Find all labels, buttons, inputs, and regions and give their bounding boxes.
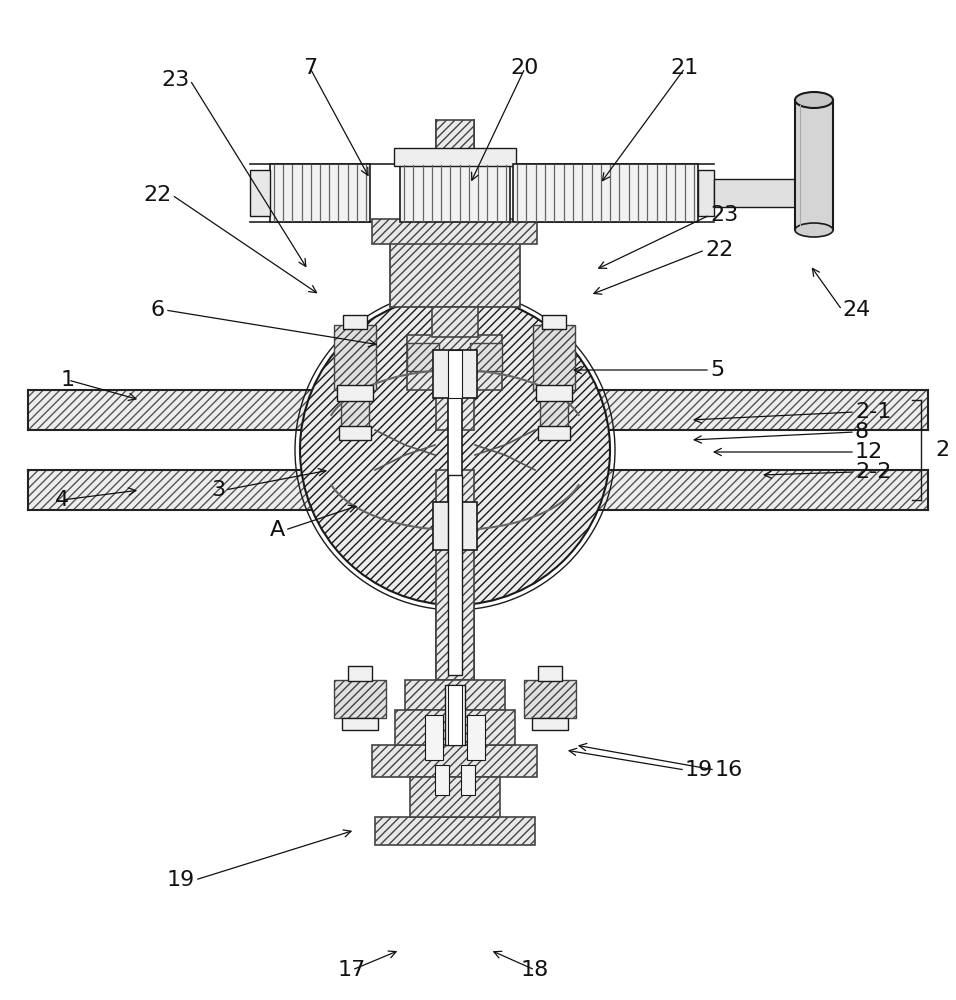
- Text: 19: 19: [166, 870, 195, 890]
- Bar: [524, 680, 576, 718]
- Bar: [533, 325, 576, 390]
- Text: 18: 18: [521, 960, 549, 980]
- Bar: [448, 685, 462, 745]
- Bar: [536, 385, 573, 401]
- Bar: [394, 148, 516, 166]
- Text: 1: 1: [61, 370, 76, 390]
- Bar: [339, 426, 372, 440]
- Bar: [270, 164, 370, 222]
- Text: 12: 12: [855, 442, 883, 462]
- Bar: [461, 765, 475, 795]
- Bar: [795, 100, 833, 230]
- Bar: [432, 307, 478, 337]
- Text: 21: 21: [671, 58, 699, 78]
- Text: 2-1: 2-1: [855, 402, 891, 422]
- Bar: [436, 470, 474, 680]
- Bar: [405, 680, 505, 710]
- Text: 20: 20: [511, 58, 539, 78]
- Bar: [250, 170, 270, 216]
- Bar: [400, 164, 510, 222]
- Bar: [335, 325, 377, 390]
- Text: 16: 16: [715, 760, 743, 780]
- Text: 6: 6: [151, 300, 165, 320]
- Bar: [407, 335, 503, 390]
- Bar: [395, 710, 515, 745]
- Bar: [375, 817, 535, 845]
- Bar: [433, 350, 477, 398]
- Bar: [538, 666, 562, 681]
- Bar: [348, 666, 372, 681]
- Bar: [538, 426, 571, 440]
- Text: 7: 7: [303, 58, 317, 78]
- Bar: [390, 239, 520, 307]
- Text: 23: 23: [162, 70, 190, 90]
- Text: A: A: [270, 520, 285, 540]
- Bar: [542, 315, 567, 329]
- Bar: [448, 390, 462, 510]
- Text: 5: 5: [710, 360, 725, 380]
- Text: 4: 4: [54, 490, 69, 510]
- Bar: [410, 777, 500, 817]
- Bar: [436, 120, 474, 430]
- Bar: [425, 715, 443, 760]
- Bar: [435, 765, 449, 795]
- Bar: [341, 398, 370, 428]
- Bar: [28, 390, 928, 430]
- Bar: [448, 350, 462, 398]
- Bar: [373, 219, 537, 244]
- Text: 2: 2: [935, 440, 949, 460]
- Text: 23: 23: [710, 205, 738, 225]
- Bar: [445, 685, 465, 745]
- Bar: [407, 343, 440, 371]
- Bar: [373, 745, 537, 777]
- Text: 22: 22: [705, 240, 733, 260]
- Text: 22: 22: [143, 185, 172, 205]
- Bar: [342, 718, 378, 730]
- Text: 2-2: 2-2: [855, 462, 891, 482]
- Bar: [337, 385, 374, 401]
- Ellipse shape: [300, 295, 610, 605]
- Bar: [698, 170, 714, 216]
- Text: 17: 17: [337, 960, 366, 980]
- Bar: [448, 502, 462, 550]
- Ellipse shape: [795, 92, 833, 108]
- Bar: [334, 680, 386, 718]
- Bar: [28, 470, 928, 510]
- Bar: [470, 343, 503, 371]
- Bar: [714, 179, 795, 207]
- Bar: [343, 315, 367, 329]
- Bar: [513, 164, 698, 222]
- Bar: [540, 398, 569, 428]
- Bar: [448, 475, 462, 675]
- Text: 19: 19: [685, 760, 713, 780]
- Text: 3: 3: [211, 480, 225, 500]
- Bar: [433, 502, 477, 550]
- Text: 8: 8: [855, 422, 869, 442]
- Bar: [532, 718, 568, 730]
- Bar: [467, 715, 485, 760]
- Ellipse shape: [795, 223, 833, 237]
- Text: 24: 24: [842, 300, 870, 320]
